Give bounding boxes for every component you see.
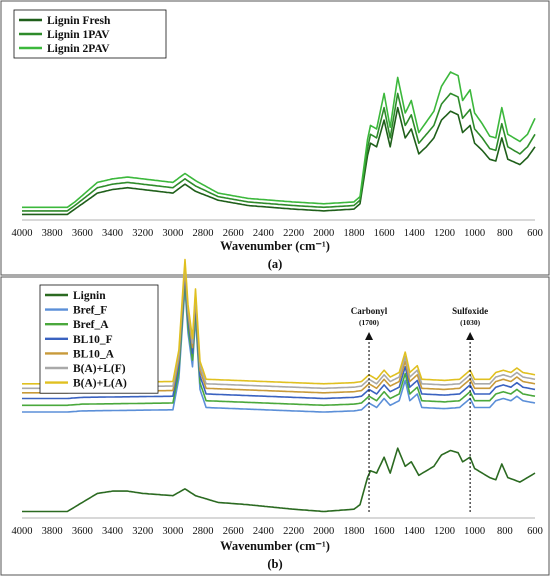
x-tick-label: 2800 bbox=[193, 526, 214, 537]
x-tick-label: 1000 bbox=[464, 526, 485, 537]
series-line-lignin-2pav bbox=[22, 71, 536, 209]
x-tick-label: 800 bbox=[497, 228, 513, 239]
x-tick-label: 3000 bbox=[162, 228, 183, 239]
x-tick-label: 800 bbox=[497, 526, 513, 537]
legend-entry: Bref_F bbox=[73, 305, 107, 317]
legend-entry: Lignin 2PAV bbox=[47, 43, 110, 55]
panel-b-legend: Lignin Bref_F Bref_A BL10_F BL10_A B(A)+L(F) B… bbox=[39, 284, 159, 394]
x-tick-label: 4000 bbox=[12, 228, 33, 239]
legend-entry: Bref_A bbox=[73, 319, 109, 331]
panel-a-label: (a) bbox=[268, 257, 283, 271]
x-tick-label: 1400 bbox=[404, 526, 425, 537]
x-tick-label: 2600 bbox=[223, 526, 244, 537]
x-tick-label: 3200 bbox=[132, 526, 153, 537]
legend-entry: BL10_A bbox=[73, 348, 115, 360]
panel-a-series bbox=[22, 71, 536, 216]
panel-b-x-ticks: 4000 3800 3600 3400 3200 3000 2800 2600 2400 2200… bbox=[12, 526, 543, 537]
x-tick-label: 2000 bbox=[313, 228, 334, 239]
x-tick-label: 1800 bbox=[343, 526, 364, 537]
x-tick-label: 600 bbox=[527, 228, 543, 239]
x-tick-label: 3600 bbox=[72, 228, 93, 239]
series-line-bref-a bbox=[22, 280, 536, 407]
panel-a: 4000 3800 3600 3400 3200 3000 2800 2600 2400 2200… bbox=[0, 0, 550, 276]
panel-a-x-ticks: 4000 3800 3600 3400 3200 3000 2800 2600 2400 2200… bbox=[12, 228, 543, 239]
panel-a-x-axis-title: Wavenumber (cm⁻¹) bbox=[220, 239, 330, 253]
panel-b-x-axis-title: Wavenumber (cm⁻¹) bbox=[220, 539, 330, 553]
x-tick-label: 1800 bbox=[343, 228, 364, 239]
x-tick-label: 2600 bbox=[223, 228, 244, 239]
x-tick-label: 3400 bbox=[102, 526, 123, 537]
x-tick-label: 1600 bbox=[374, 526, 395, 537]
legend-entry: B(A)+L(F) bbox=[73, 363, 126, 375]
x-tick-label: 2200 bbox=[283, 228, 304, 239]
panel-a-frame bbox=[0, 0, 550, 276]
x-tick-label: 1200 bbox=[434, 526, 455, 537]
x-tick-label: 1200 bbox=[434, 228, 455, 239]
x-tick-label: 600 bbox=[527, 526, 543, 537]
series-line-lignin-fresh bbox=[22, 106, 536, 216]
panel-a-legend: Lignin Fresh Lignin 1PAV Lignin 2PAV bbox=[13, 9, 167, 59]
legend-entry: B(A)+L(A) bbox=[73, 378, 127, 390]
x-tick-label: 2400 bbox=[253, 526, 274, 537]
x-tick-label: 2400 bbox=[253, 228, 274, 239]
x-tick-label: 3000 bbox=[162, 526, 183, 537]
annotation-arrowhead bbox=[365, 332, 374, 340]
x-tick-label: 3800 bbox=[42, 228, 63, 239]
panel-b-frame bbox=[0, 276, 550, 576]
series-line-lignin-1pav bbox=[22, 92, 536, 212]
legend-entry: Lignin 1PAV bbox=[47, 29, 110, 41]
annotation-sublabel: (1030) bbox=[460, 318, 480, 327]
x-tick-label: 2200 bbox=[283, 526, 304, 537]
x-tick-label: 3800 bbox=[42, 526, 63, 537]
legend-entry: Lignin Fresh bbox=[47, 15, 111, 27]
series-line-bl10-f bbox=[22, 273, 536, 400]
panel-b: 4000 3800 3600 3400 3200 3000 2800 2600 2400 2200… bbox=[0, 258, 550, 576]
x-tick-label: 3200 bbox=[132, 228, 153, 239]
series-line-bref-f bbox=[22, 286, 536, 413]
legend-entry: BL10_F bbox=[73, 334, 113, 346]
x-tick-label: 1600 bbox=[374, 228, 395, 239]
x-tick-label: 4000 bbox=[12, 526, 33, 537]
x-tick-label: 3600 bbox=[72, 526, 93, 537]
annotation-label: Carbonyl bbox=[351, 306, 388, 316]
annotation-arrowhead bbox=[466, 332, 475, 340]
annotation-sublabel: (1700) bbox=[359, 318, 379, 327]
panel-b-label: (b) bbox=[267, 557, 282, 571]
x-tick-label: 2800 bbox=[193, 228, 214, 239]
x-tick-label: 1400 bbox=[404, 228, 425, 239]
x-tick-label: 2000 bbox=[313, 526, 334, 537]
panel-b-annotations: Carbonyl (1700) Sulfoxide (1030) bbox=[351, 306, 488, 512]
series-line-lignin bbox=[22, 447, 536, 513]
annotation-label: Sulfoxide bbox=[452, 306, 488, 316]
legend-entry: Lignin bbox=[73, 290, 106, 302]
x-tick-label: 3400 bbox=[102, 228, 123, 239]
x-tick-label: 1000 bbox=[464, 228, 485, 239]
